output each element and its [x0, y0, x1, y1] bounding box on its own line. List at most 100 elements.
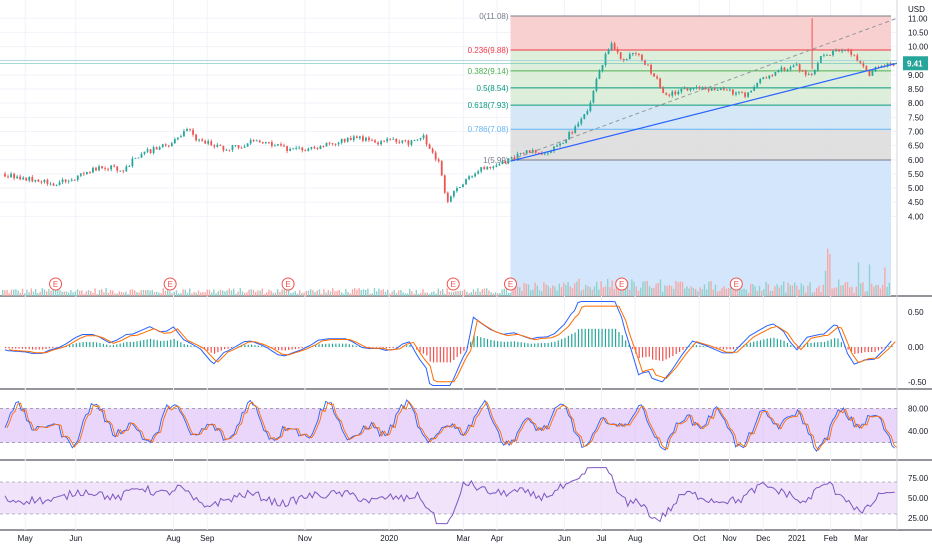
macd-histogram-bar: [227, 347, 228, 349]
volume-bar: [618, 289, 619, 296]
candle-body: [247, 143, 249, 146]
volume-bar: [462, 291, 463, 296]
macd-histogram-bar: [527, 343, 528, 347]
candle-body: [4, 174, 6, 177]
macd-histogram-bar: [103, 344, 104, 347]
volume-bar: [92, 293, 93, 296]
volume-bar: [550, 288, 551, 296]
volume-bar: [55, 290, 56, 296]
macd-histogram-bar: [507, 342, 508, 347]
candle-body: [526, 150, 528, 153]
candle-body: [859, 61, 861, 63]
macd-histogram-bar: [244, 345, 245, 347]
candle-body: [480, 167, 482, 171]
macd-histogram-bar: [655, 347, 656, 360]
volume-bar: [715, 285, 716, 296]
volume-bar: [594, 286, 595, 296]
volume-bar: [88, 290, 89, 296]
volume-bar: [471, 292, 472, 296]
volume-bar: [666, 286, 667, 296]
volume-bar: [323, 289, 324, 296]
candle-body: [765, 77, 767, 78]
candle-body: [307, 149, 309, 151]
macd-histogram-bar: [807, 343, 808, 347]
candle-body: [708, 89, 710, 91]
candle-body: [213, 145, 215, 146]
volume-bar: [235, 294, 236, 296]
volume-bar: [543, 282, 544, 296]
macd-histogram-bar: [29, 347, 30, 349]
candle-body: [386, 139, 388, 142]
candle-body: [256, 141, 258, 142]
macd-histogram-bar: [450, 347, 451, 362]
candle-body: [735, 93, 737, 95]
candle-body: [165, 144, 167, 145]
volume-bar: [682, 282, 683, 296]
macd-histogram-bar: [585, 329, 586, 347]
candle-body: [50, 184, 52, 185]
volume-bar: [57, 290, 58, 296]
candle-body: [705, 88, 707, 89]
candle-body: [86, 172, 88, 174]
volume-bar: [587, 286, 588, 296]
price-axis[interactable]: USD11.0010.5010.009.509.008.508.007.507.…: [903, 5, 929, 523]
volume-bar: [882, 285, 883, 296]
volume-bar: [886, 287, 887, 296]
candle-body: [417, 139, 419, 140]
macd-histogram-bar: [848, 347, 849, 350]
macd-histogram-bar: [821, 342, 822, 347]
volume-bar: [79, 291, 80, 296]
volume-bar: [875, 285, 876, 296]
volume-bar: [869, 264, 870, 296]
macd-histogram-bar: [42, 347, 43, 350]
macd-histogram-bar: [25, 347, 26, 349]
candle-body: [104, 168, 106, 169]
candle-body: [383, 141, 385, 142]
candle-body: [226, 150, 228, 151]
macd-histogram-bar: [477, 336, 478, 347]
macd-histogram-bar: [217, 347, 218, 352]
candle-body: [796, 64, 798, 65]
volume-bar: [464, 289, 465, 296]
macd-histogram-bar: [52, 347, 53, 348]
volume-bar: [510, 293, 511, 296]
macd-histogram-bar: [409, 345, 410, 347]
volume-bar: [838, 279, 839, 296]
volume-bar: [385, 292, 386, 296]
candle-body: [313, 147, 315, 148]
volume-bar: [77, 289, 78, 296]
candle-body: [116, 167, 118, 171]
volume-bar: [708, 282, 709, 296]
volume-bar: [609, 287, 610, 296]
volume-bar: [688, 288, 689, 296]
volume-bar: [189, 288, 190, 296]
macd-histogram-bar: [810, 343, 811, 347]
candle-body: [210, 141, 212, 145]
volume-bar: [827, 249, 828, 296]
volume-bar: [343, 294, 344, 296]
macd-histogram-bar: [777, 339, 778, 347]
volume-bar: [352, 289, 353, 296]
volume-bar: [279, 292, 280, 296]
candle-body: [844, 50, 846, 51]
macd-histogram-bar: [339, 344, 340, 347]
candle-body: [586, 111, 588, 114]
macd-histogram-bar: [332, 344, 333, 347]
macd-histogram-bar: [443, 347, 444, 362]
macd-histogram-bar: [484, 338, 485, 347]
volume-bar: [713, 290, 714, 296]
candle-body: [462, 184, 464, 187]
candle-body: [638, 54, 640, 55]
volume-bar: [691, 286, 692, 296]
volume-bar: [721, 288, 722, 296]
volume-bar: [878, 285, 879, 296]
macd-histogram-bar: [136, 341, 137, 347]
volume-bar: [409, 289, 410, 296]
volume-bar: [823, 285, 824, 296]
volume-bar: [840, 286, 841, 296]
candle-body: [602, 65, 604, 71]
volume-bar: [334, 291, 335, 296]
macd-histogram-bar: [147, 339, 148, 347]
